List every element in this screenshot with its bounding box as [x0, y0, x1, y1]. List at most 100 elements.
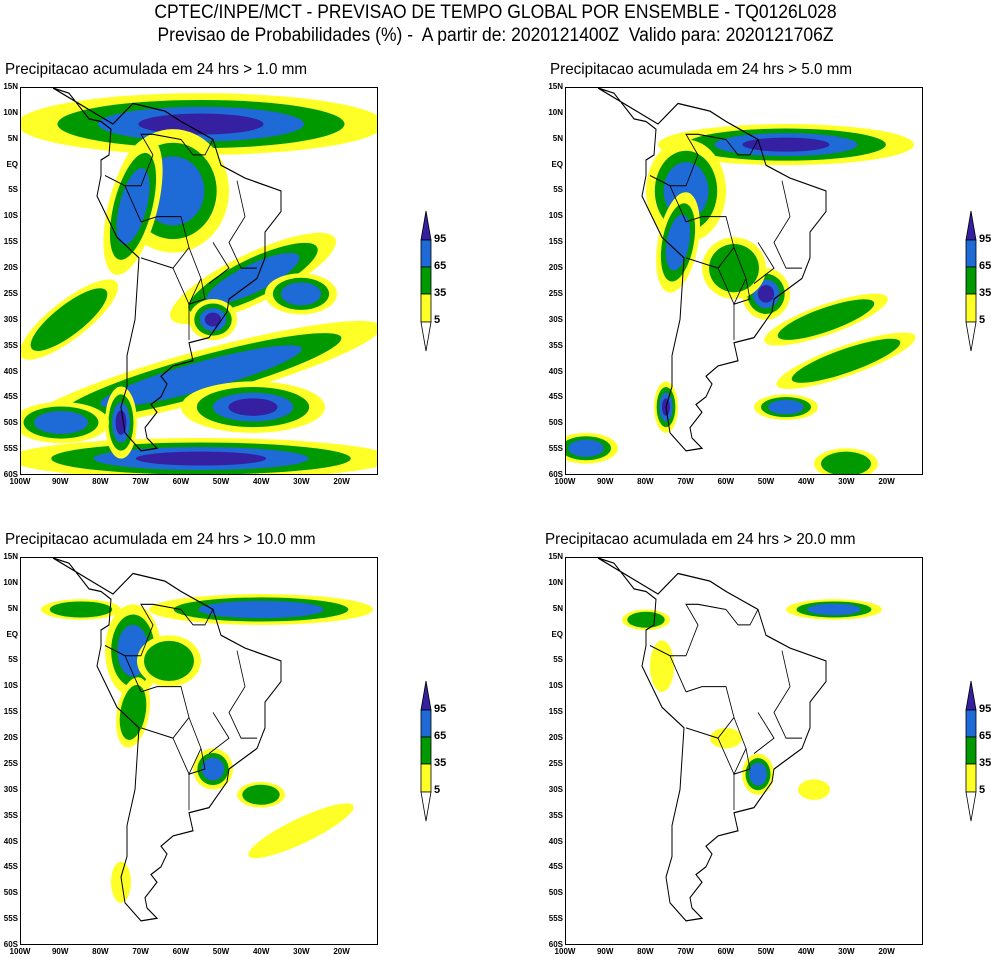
- lon-tick-label: 20W: [878, 477, 895, 486]
- lat-tick-label: 45S: [548, 862, 563, 872]
- lat-tick-label: 35S: [3, 340, 18, 350]
- colorbar-segment: [965, 210, 977, 241]
- probability-contour-65: [198, 600, 324, 619]
- probability-region: [181, 381, 325, 433]
- colorbar-label: 35: [979, 757, 991, 769]
- probability-region: [622, 609, 670, 631]
- probability-contour-35: [49, 601, 113, 618]
- probability-contour-65: [201, 757, 225, 781]
- lon-tick-label: 40W: [252, 477, 270, 486]
- probability-contour-5: [798, 779, 830, 800]
- colorbar: 95 65 35 5: [961, 209, 991, 359]
- lon-tick-label: 80W: [92, 947, 109, 956]
- country-border: [685, 216, 735, 269]
- colorbar-segment: [420, 736, 432, 765]
- country-border: [180, 139, 214, 156]
- probability-region: [111, 861, 131, 903]
- probability-contour-35: [627, 611, 665, 628]
- country-border: [124, 603, 182, 693]
- lat-tick-label: 35S: [548, 810, 563, 820]
- lat-tick-label: 20S: [3, 263, 18, 273]
- panel-title: Precipitacao acumulada em 24 hrs > 20.0 …: [545, 531, 856, 548]
- colorbar-segment: [965, 293, 977, 323]
- lon-tick-label: 30W: [838, 477, 855, 486]
- country-border: [649, 645, 671, 657]
- lat-tick-label: EQ: [551, 159, 563, 169]
- lat-tick-label: 55S: [548, 444, 563, 454]
- country-border: [228, 180, 257, 269]
- country-border: [208, 712, 230, 755]
- probability-contour-95: [138, 113, 264, 135]
- lon-tick-label: 100W: [554, 947, 576, 956]
- lat-tick-label: 20S: [3, 733, 18, 743]
- lon-tick-label: 50W: [757, 947, 775, 956]
- colorbar-label: 95: [434, 703, 447, 715]
- probability-contour-5: [248, 803, 354, 859]
- lat-tick-label: 10N: [3, 107, 18, 117]
- probability-region: [103, 137, 163, 275]
- lat-tick-label: 25S: [3, 288, 18, 298]
- lon-tick-label: 20W: [878, 947, 895, 956]
- figure-title-line1: CPTEC/INPE/MCT - PREVISAO DE TEMPO GLOBA…: [154, 2, 837, 23]
- probability-region: [656, 192, 700, 293]
- probability-region: [21, 279, 119, 360]
- country-border: [717, 737, 735, 811]
- probability-region: [21, 401, 109, 444]
- probability-contour-95: [135, 451, 267, 466]
- probability-contour-95: [742, 137, 830, 152]
- colorbar-label: 95: [979, 233, 991, 245]
- lat-tick-label: 5S: [8, 655, 18, 665]
- probability-contour-5: [710, 727, 742, 749]
- lat-tick-label: 25S: [548, 758, 563, 768]
- colorbar-segment: [420, 210, 432, 241]
- colorbar-label: 35: [434, 757, 447, 769]
- colorbar-segment: [420, 239, 432, 268]
- lat-tick-label: EQ: [6, 629, 18, 639]
- probability-contour-65: [768, 399, 804, 415]
- lat-tick-label: 5S: [553, 185, 563, 195]
- lon-tick-label: 80W: [92, 477, 109, 486]
- lat-tick-label: 20S: [548, 733, 563, 743]
- coastline: [597, 88, 827, 452]
- lat-tick-label: 55S: [3, 914, 18, 924]
- lat-tick-label: 15N: [3, 82, 18, 91]
- lat-tick-label: 10S: [548, 211, 563, 221]
- probability-region: [237, 781, 285, 808]
- colorbar-segment: [965, 763, 977, 793]
- panel-title: Precipitacao acumulada em 24 hrs > 10.0 …: [5, 531, 316, 548]
- colorbar-segment: [420, 763, 432, 793]
- lat-tick-label: 5N: [7, 603, 18, 613]
- colorbar-segment: [965, 736, 977, 765]
- country-border: [172, 737, 190, 811]
- lon-tick-label: 40W: [252, 947, 270, 956]
- lat-tick-label: 40S: [548, 836, 563, 846]
- coastline: [52, 88, 282, 452]
- probability-region: [742, 753, 774, 795]
- lon-tick-label: 60W: [717, 477, 735, 486]
- probability-map-panel: [20, 87, 378, 475]
- lon-tick-label: 60W: [717, 947, 735, 956]
- lat-tick-label: 50S: [3, 888, 18, 898]
- lon-tick-label: 70W: [132, 477, 149, 486]
- lon-tick-label: 100W: [9, 477, 31, 486]
- probability-region: [137, 635, 201, 687]
- lon-tick-label: 60W: [172, 947, 190, 956]
- lon-tick-label: 50W: [212, 477, 230, 486]
- country-border: [140, 686, 190, 739]
- lat-tick-label: 60S: [548, 470, 563, 480]
- colorbar-segment: [420, 293, 432, 323]
- country-border: [773, 650, 802, 739]
- country-border: [180, 609, 214, 626]
- lon-tick-label: 90W: [51, 477, 69, 486]
- lat-tick-label: 60S: [3, 470, 18, 480]
- lon-tick-label: 30W: [838, 947, 855, 956]
- lat-tick-label: 55S: [548, 914, 563, 924]
- probability-contour-95: [757, 285, 775, 303]
- lat-tick-label: 10S: [3, 211, 18, 221]
- lat-tick-label: 30S: [3, 314, 18, 324]
- lon-tick-label: 40W: [797, 477, 815, 486]
- probability-contour-95: [115, 410, 127, 435]
- probability-map-panel: [565, 557, 923, 945]
- country-border: [140, 216, 190, 269]
- colorbar-segment: [420, 709, 432, 738]
